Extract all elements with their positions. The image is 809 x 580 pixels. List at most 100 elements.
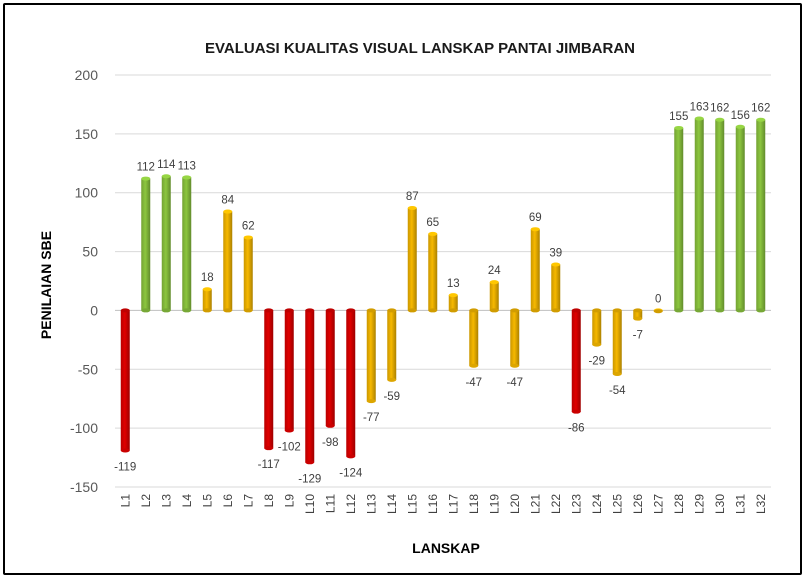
data-label-L16: 65 xyxy=(426,217,439,229)
bar-L21 xyxy=(530,227,540,313)
y-tick-label: 50 xyxy=(82,244,98,260)
y-tick-label: 200 xyxy=(75,67,99,83)
data-label-L23: -86 xyxy=(568,423,585,435)
bar-L27 xyxy=(653,308,663,314)
bar-L8 xyxy=(264,308,274,451)
data-label-L27: 0 xyxy=(655,293,661,305)
data-label-L15: 87 xyxy=(406,191,419,203)
data-label-L2: 112 xyxy=(137,162,155,174)
x-tick-label: L19 xyxy=(487,494,501,514)
x-tick-label: L25 xyxy=(610,494,624,514)
bar-L9 xyxy=(284,308,294,433)
bar-L15 xyxy=(407,206,417,313)
y-axis-title: PENILAIAN SBE xyxy=(38,231,54,339)
x-tick-label: L13 xyxy=(364,494,378,514)
data-label-L17: 13 xyxy=(447,278,460,290)
x-tick-label: L8 xyxy=(262,494,276,508)
bar-L30 xyxy=(715,117,725,313)
bar-L29 xyxy=(694,116,704,313)
bar-L11 xyxy=(325,308,335,428)
bar-L26 xyxy=(633,308,643,321)
x-tick-label: L27 xyxy=(651,494,665,514)
x-tick-label: L29 xyxy=(692,494,706,514)
bar-L19 xyxy=(489,280,499,313)
data-label-L11: -98 xyxy=(322,437,339,449)
data-label-L30: 162 xyxy=(710,103,729,115)
x-tick-label: L18 xyxy=(467,494,481,514)
y-tick-label: -100 xyxy=(70,420,98,436)
data-label-L12: -124 xyxy=(339,467,363,479)
bar-L16 xyxy=(428,231,438,313)
bar-L17 xyxy=(448,293,458,313)
bar-L23 xyxy=(571,308,581,414)
bar-L2 xyxy=(141,176,151,313)
x-tick-label: L5 xyxy=(200,494,214,508)
data-label-L3: 114 xyxy=(157,159,176,171)
x-tick-label: L3 xyxy=(159,494,173,508)
bar-L25 xyxy=(612,308,622,376)
x-tick-label: L28 xyxy=(672,494,686,514)
data-label-L5: 18 xyxy=(201,272,214,284)
bar-L1 xyxy=(120,308,130,453)
y-tick-label: 150 xyxy=(75,126,99,142)
x-tick-label: L7 xyxy=(241,494,255,508)
data-label-L25: -54 xyxy=(609,385,626,397)
bar-L28 xyxy=(674,125,684,313)
x-tick-label: L23 xyxy=(569,494,583,514)
data-label-L19: 24 xyxy=(488,265,501,277)
x-tick-label: L31 xyxy=(733,494,747,514)
bar-L18 xyxy=(469,308,479,368)
x-tick-label: L20 xyxy=(508,494,522,514)
data-label-L22: 39 xyxy=(549,248,562,260)
data-label-L1: -119 xyxy=(114,462,136,474)
y-axis-ticks: -150 -100 -50 0 50 100 150 200 xyxy=(70,67,98,495)
data-label-L13: -77 xyxy=(363,412,380,424)
data-label-L18: -47 xyxy=(465,377,482,389)
x-tick-label: L26 xyxy=(631,494,645,514)
bar-L3 xyxy=(161,174,171,313)
chart-frame xyxy=(3,3,802,575)
data-labels: -119 112 114 113 18 84 62 -117 -102 -129 -98 -124 -7… xyxy=(114,102,770,486)
x-tick-label: L16 xyxy=(426,494,440,514)
bar-L6 xyxy=(223,209,233,313)
x-tick-label: L14 xyxy=(385,494,399,514)
x-tick-label: L22 xyxy=(549,494,563,514)
bar-L4 xyxy=(182,175,192,313)
bar-L13 xyxy=(366,308,376,404)
data-label-L6: 84 xyxy=(221,195,234,207)
bar-L32 xyxy=(756,117,766,313)
x-tick-label: L6 xyxy=(221,494,235,508)
bar-L5 xyxy=(202,287,212,313)
data-label-L20: -47 xyxy=(506,377,523,389)
y-tick-label: 0 xyxy=(90,302,98,318)
x-tick-label: L21 xyxy=(528,494,542,514)
data-label-L29: 163 xyxy=(690,102,709,114)
x-tick-label: L24 xyxy=(590,494,604,514)
x-tick-label: L12 xyxy=(344,494,358,514)
chart-title: EVALUASI KUALITAS VISUAL LANSKAP PANTAI … xyxy=(205,40,635,57)
x-tick-label: L17 xyxy=(446,494,460,514)
bar-L24 xyxy=(592,308,602,347)
data-label-L31: 156 xyxy=(731,110,750,122)
bar-L22 xyxy=(551,262,561,313)
bars xyxy=(120,116,766,465)
data-label-L10: -129 xyxy=(298,473,321,485)
x-tick-label: L30 xyxy=(713,494,727,514)
data-label-L9: -102 xyxy=(278,441,301,453)
bar-L10 xyxy=(305,308,315,465)
data-label-L21: 69 xyxy=(529,212,542,224)
bar-L12 xyxy=(346,308,356,459)
x-tick-label: L15 xyxy=(405,494,419,514)
data-label-L26: -7 xyxy=(633,330,643,342)
y-tick-label: -150 xyxy=(70,479,98,495)
bar-L20 xyxy=(510,308,520,368)
data-label-L7: 62 xyxy=(242,220,255,232)
data-label-L28: 155 xyxy=(669,111,688,123)
y-tick-label: -50 xyxy=(78,361,98,377)
x-tick-label: L9 xyxy=(282,494,296,508)
data-label-L24: -29 xyxy=(588,356,605,368)
x-tick-label: L10 xyxy=(303,494,317,514)
x-tick-label: L2 xyxy=(139,494,153,508)
x-tick-label: L32 xyxy=(754,494,768,514)
